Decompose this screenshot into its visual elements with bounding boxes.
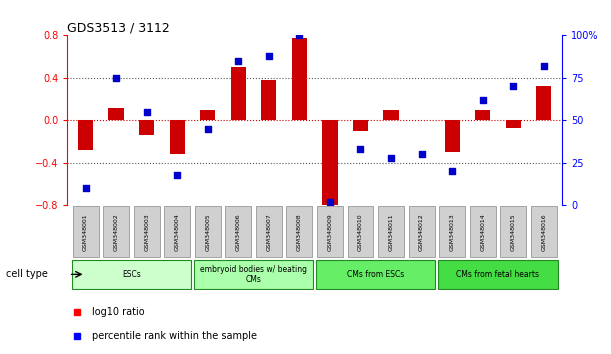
Point <box>447 169 457 174</box>
Point <box>478 97 488 103</box>
Text: CMs from fetal hearts: CMs from fetal hearts <box>456 270 540 279</box>
Bar <box>292 38 307 120</box>
Bar <box>506 120 521 128</box>
Point <box>142 109 152 115</box>
Bar <box>200 110 216 120</box>
Bar <box>475 110 490 120</box>
FancyBboxPatch shape <box>470 206 496 257</box>
Text: GSM348015: GSM348015 <box>511 213 516 251</box>
Point <box>81 185 90 191</box>
Text: GSM348014: GSM348014 <box>480 213 485 251</box>
Text: GSM348008: GSM348008 <box>297 213 302 251</box>
FancyBboxPatch shape <box>103 206 129 257</box>
Point <box>386 155 396 161</box>
Text: GDS3513 / 3112: GDS3513 / 3112 <box>67 21 170 34</box>
Bar <box>139 120 154 135</box>
FancyBboxPatch shape <box>72 260 191 289</box>
Point <box>233 58 243 64</box>
FancyBboxPatch shape <box>225 206 251 257</box>
Point <box>417 152 426 157</box>
Text: GSM348009: GSM348009 <box>327 213 332 251</box>
Text: GSM348006: GSM348006 <box>236 213 241 251</box>
Point <box>203 126 213 132</box>
Text: GSM348013: GSM348013 <box>450 213 455 251</box>
Text: GSM348011: GSM348011 <box>389 213 393 251</box>
Text: log10 ratio: log10 ratio <box>92 307 145 318</box>
Bar <box>170 120 185 154</box>
Point <box>508 84 518 89</box>
Text: GSM348004: GSM348004 <box>175 213 180 251</box>
FancyBboxPatch shape <box>195 206 221 257</box>
Point <box>264 53 274 59</box>
Point <box>539 63 549 69</box>
FancyBboxPatch shape <box>73 206 98 257</box>
Text: ESCs: ESCs <box>122 270 141 279</box>
FancyBboxPatch shape <box>256 206 282 257</box>
FancyBboxPatch shape <box>439 206 465 257</box>
Bar <box>78 120 93 150</box>
Text: GSM348007: GSM348007 <box>266 213 271 251</box>
Bar <box>384 110 399 120</box>
Text: percentile rank within the sample: percentile rank within the sample <box>92 331 257 341</box>
Point <box>111 75 121 81</box>
Point <box>325 199 335 205</box>
FancyBboxPatch shape <box>194 260 313 289</box>
FancyBboxPatch shape <box>378 206 404 257</box>
FancyBboxPatch shape <box>316 260 435 289</box>
FancyBboxPatch shape <box>164 206 190 257</box>
FancyBboxPatch shape <box>287 206 312 257</box>
Text: GSM348012: GSM348012 <box>419 213 424 251</box>
Text: GSM348005: GSM348005 <box>205 213 210 251</box>
Point <box>172 172 182 178</box>
FancyBboxPatch shape <box>531 206 557 257</box>
Text: GSM348001: GSM348001 <box>83 213 88 251</box>
Text: GSM348010: GSM348010 <box>358 213 363 251</box>
Text: embryoid bodies w/ beating
CMs: embryoid bodies w/ beating CMs <box>200 265 307 284</box>
FancyBboxPatch shape <box>348 206 373 257</box>
Text: GSM348002: GSM348002 <box>114 213 119 251</box>
Bar <box>109 108 123 120</box>
FancyBboxPatch shape <box>439 260 558 289</box>
FancyBboxPatch shape <box>409 206 434 257</box>
Point <box>356 147 365 152</box>
Bar <box>262 80 276 120</box>
Text: CMs from ESCs: CMs from ESCs <box>347 270 404 279</box>
Bar <box>323 120 337 207</box>
Text: cell type: cell type <box>6 269 48 279</box>
Bar <box>353 120 368 131</box>
Text: GSM348016: GSM348016 <box>541 213 546 251</box>
FancyBboxPatch shape <box>317 206 343 257</box>
Bar <box>231 67 246 120</box>
Text: GSM348003: GSM348003 <box>144 213 149 251</box>
Bar <box>445 120 460 152</box>
FancyBboxPatch shape <box>500 206 526 257</box>
Bar <box>536 86 552 120</box>
FancyBboxPatch shape <box>134 206 159 257</box>
Point <box>295 33 304 38</box>
